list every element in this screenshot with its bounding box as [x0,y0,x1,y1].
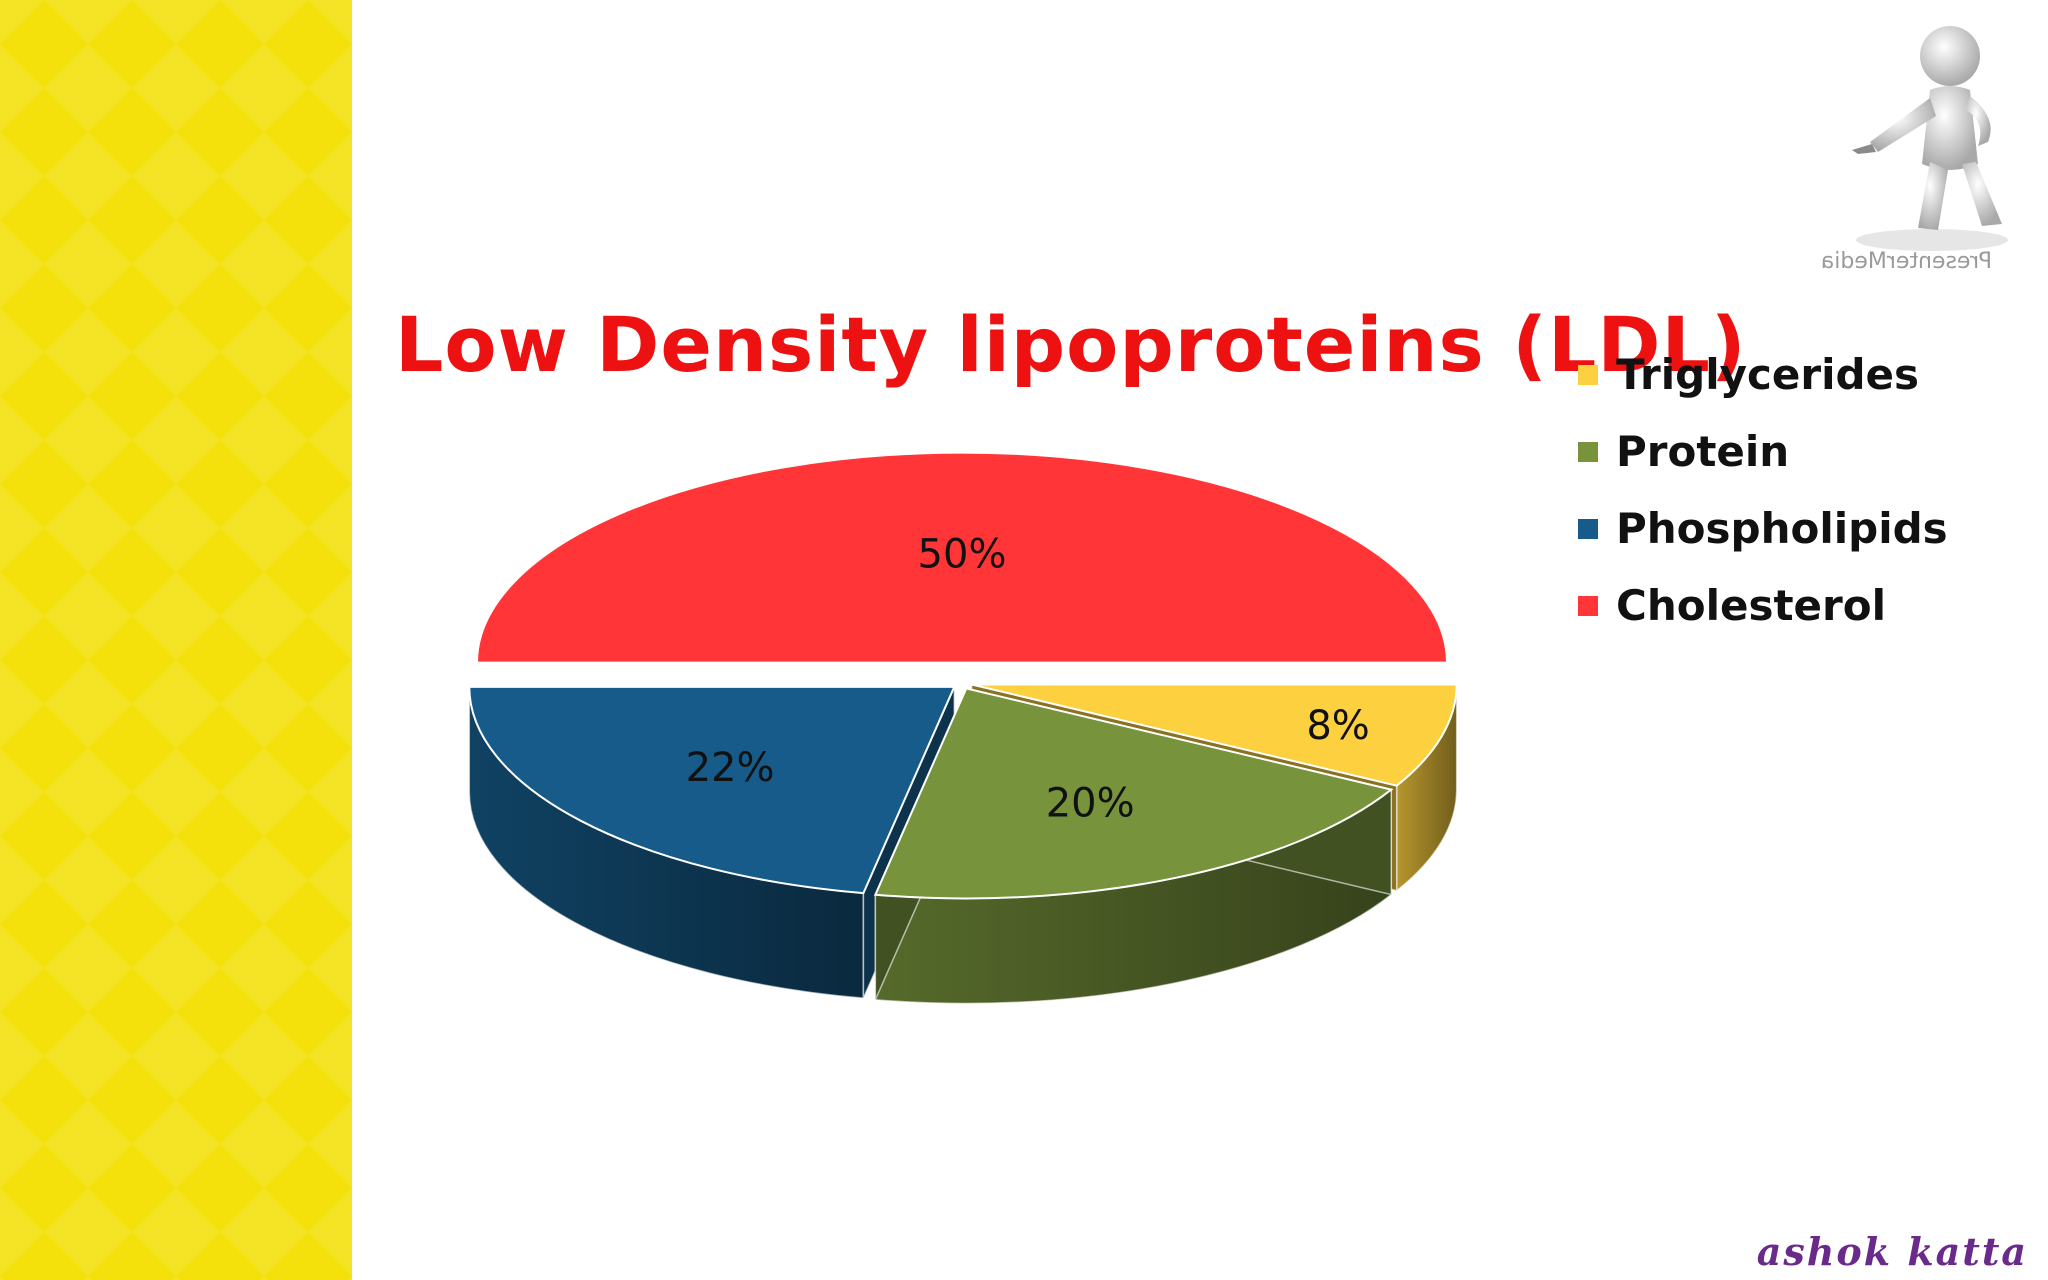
pie-slice-cholesterol [475,451,1449,664]
author-signature: ashok katta [1756,1229,2028,1274]
pie-slice-protein [873,687,1394,900]
pie-slice-triglycerides [971,683,1458,787]
legend-label-cholesterol: Cholesterol [1616,581,1886,630]
data-label-phospholipids: 22% [686,745,775,791]
legend-label-protein: Protein [1616,427,1790,476]
legend-swatch-protein [1578,441,1598,462]
presenter-mascot-logo: PresenterMedia [1821,26,2008,274]
chart-legend: Triglycerides Protein Phospholipids Chol… [1578,336,1948,644]
legend-swatch-cholesterol [1578,595,1598,616]
legend-item-protein: Protein [1578,413,1948,490]
legend-item-triglycerides: Triglycerides [1578,336,1948,413]
data-label-protein: 20% [1046,780,1135,826]
slide-title: Low Density lipoproteins (LDL) [395,300,1747,389]
data-label-cholesterol: 50% [918,531,1007,577]
data-label-triglycerides: 8% [1306,703,1369,749]
pie-chart: 50% 8% 20% 22% [468,451,1458,1005]
pie-slice-phospholipids [468,685,956,895]
legend-swatch-phospholipids [1578,518,1598,539]
legend-item-cholesterol: Cholesterol [1578,567,1948,644]
legend-swatch-triglycerides [1578,364,1598,385]
decorative-side-band [0,0,352,1280]
presenter-media-watermark: PresenterMedia [1821,249,1992,274]
legend-label-triglycerides: Triglycerides [1616,350,1920,399]
legend-item-phospholipids: Phospholipids [1578,490,1948,567]
legend-label-phospholipids: Phospholipids [1616,504,1948,553]
